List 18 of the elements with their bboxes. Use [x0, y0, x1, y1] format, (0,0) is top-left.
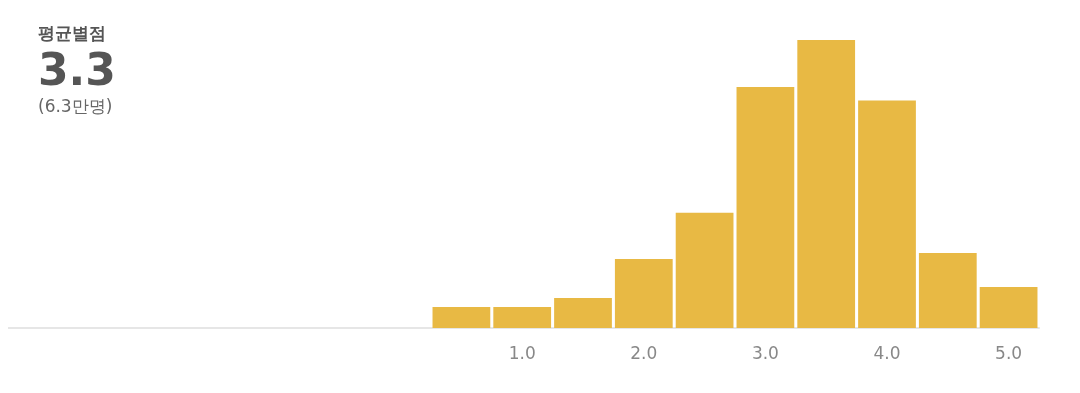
x-tick-label: 1.0 — [508, 342, 536, 363]
x-tick-label: 5.0 — [995, 342, 1023, 363]
bar — [554, 298, 612, 328]
bar — [918, 253, 977, 328]
x-tick-label: 3.0 — [751, 342, 779, 363]
bar — [493, 306, 552, 328]
bar — [614, 258, 673, 328]
bar — [432, 306, 491, 328]
bar — [675, 212, 734, 328]
text: 평균별점 — [38, 22, 107, 45]
text: (6.3만명) — [38, 95, 114, 118]
x-tick-label: 2.0 — [630, 342, 658, 363]
text: 3.3 — [38, 44, 116, 95]
bar — [736, 86, 795, 328]
x-tick-label: 4.0 — [873, 342, 901, 363]
bar — [979, 287, 1038, 328]
bar — [858, 100, 916, 328]
bar — [797, 40, 856, 328]
